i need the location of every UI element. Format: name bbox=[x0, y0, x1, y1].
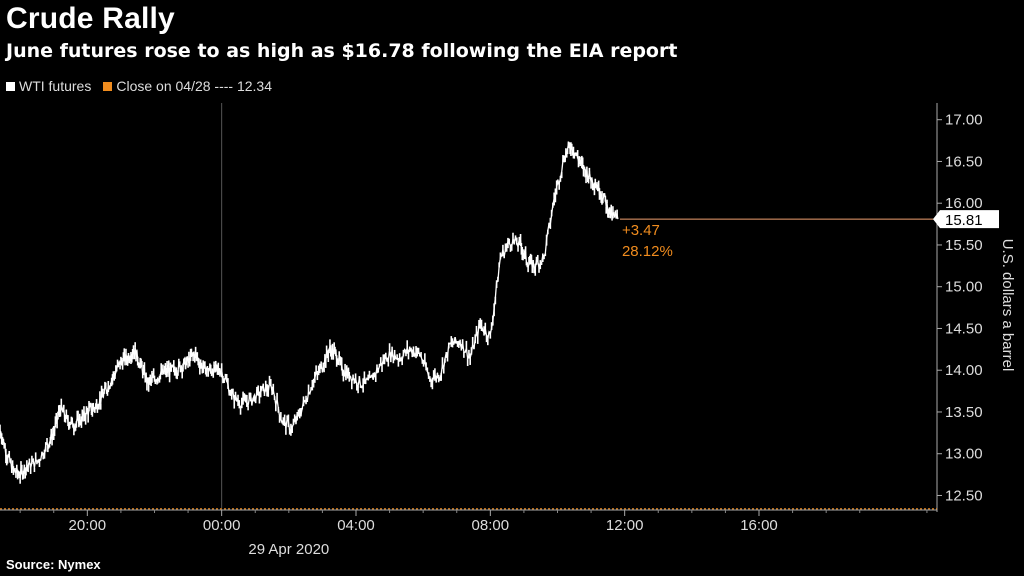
legend-label-close: Close on 04/28 ---- 12.34 bbox=[116, 78, 272, 94]
y-tick-label: 12.50 bbox=[945, 487, 983, 504]
legend-swatch-wti bbox=[6, 81, 15, 91]
y-tick-label: 13.00 bbox=[945, 446, 983, 463]
y-tick-label: 14.00 bbox=[945, 362, 983, 379]
x-tick-label: 04:00 bbox=[337, 517, 375, 534]
change-percent: 28.12% bbox=[622, 243, 673, 260]
legend-item-close[interactable]: Close on 04/28 ---- 12.34 bbox=[103, 78, 272, 94]
x-date-label: 29 Apr 2020 bbox=[248, 541, 329, 558]
x-tick-label: 20:00 bbox=[69, 517, 107, 534]
y-tick-label: 15.50 bbox=[945, 237, 983, 254]
y-tick-label: 16.00 bbox=[945, 195, 983, 212]
legend-swatch-close bbox=[103, 81, 113, 91]
chart-subtitle: June futures rose to as high as $16.78 f… bbox=[6, 40, 678, 62]
legend: WTI futures Close on 04/28 ---- 12.34 bbox=[6, 78, 284, 94]
chart-axes bbox=[0, 103, 942, 516]
legend-item-wti[interactable]: WTI futures bbox=[6, 78, 91, 94]
x-tick-label: 08:00 bbox=[472, 517, 510, 534]
y-tick-label: 15.00 bbox=[945, 279, 983, 296]
y-tick-label: 16.50 bbox=[945, 153, 983, 170]
y-axis-title: U.S. dollars a barrel bbox=[999, 239, 1016, 372]
y-tick-label: 14.50 bbox=[945, 320, 983, 337]
change-value: +3.47 bbox=[622, 222, 660, 239]
x-tick-label: 12:00 bbox=[606, 517, 644, 534]
series-line-wti bbox=[0, 141, 619, 479]
legend-label-wti: WTI futures bbox=[19, 78, 92, 94]
source-note: Source: Nymex bbox=[6, 557, 101, 572]
x-tick-label: 00:00 bbox=[203, 517, 241, 534]
chart-title: Crude Rally bbox=[6, 2, 175, 35]
plot-area bbox=[0, 141, 937, 510]
chart-labels: 12.50 13.00 13.50 14.00 14.50 15.00 15.50 16.00… bbox=[69, 112, 1016, 558]
y-tick-label: 13.50 bbox=[945, 404, 983, 421]
last-price-value: 15.81 bbox=[945, 212, 983, 229]
x-tick-label: 16:00 bbox=[740, 517, 778, 534]
y-tick-label: 17.00 bbox=[945, 112, 983, 129]
last-price-badge bbox=[933, 210, 999, 229]
